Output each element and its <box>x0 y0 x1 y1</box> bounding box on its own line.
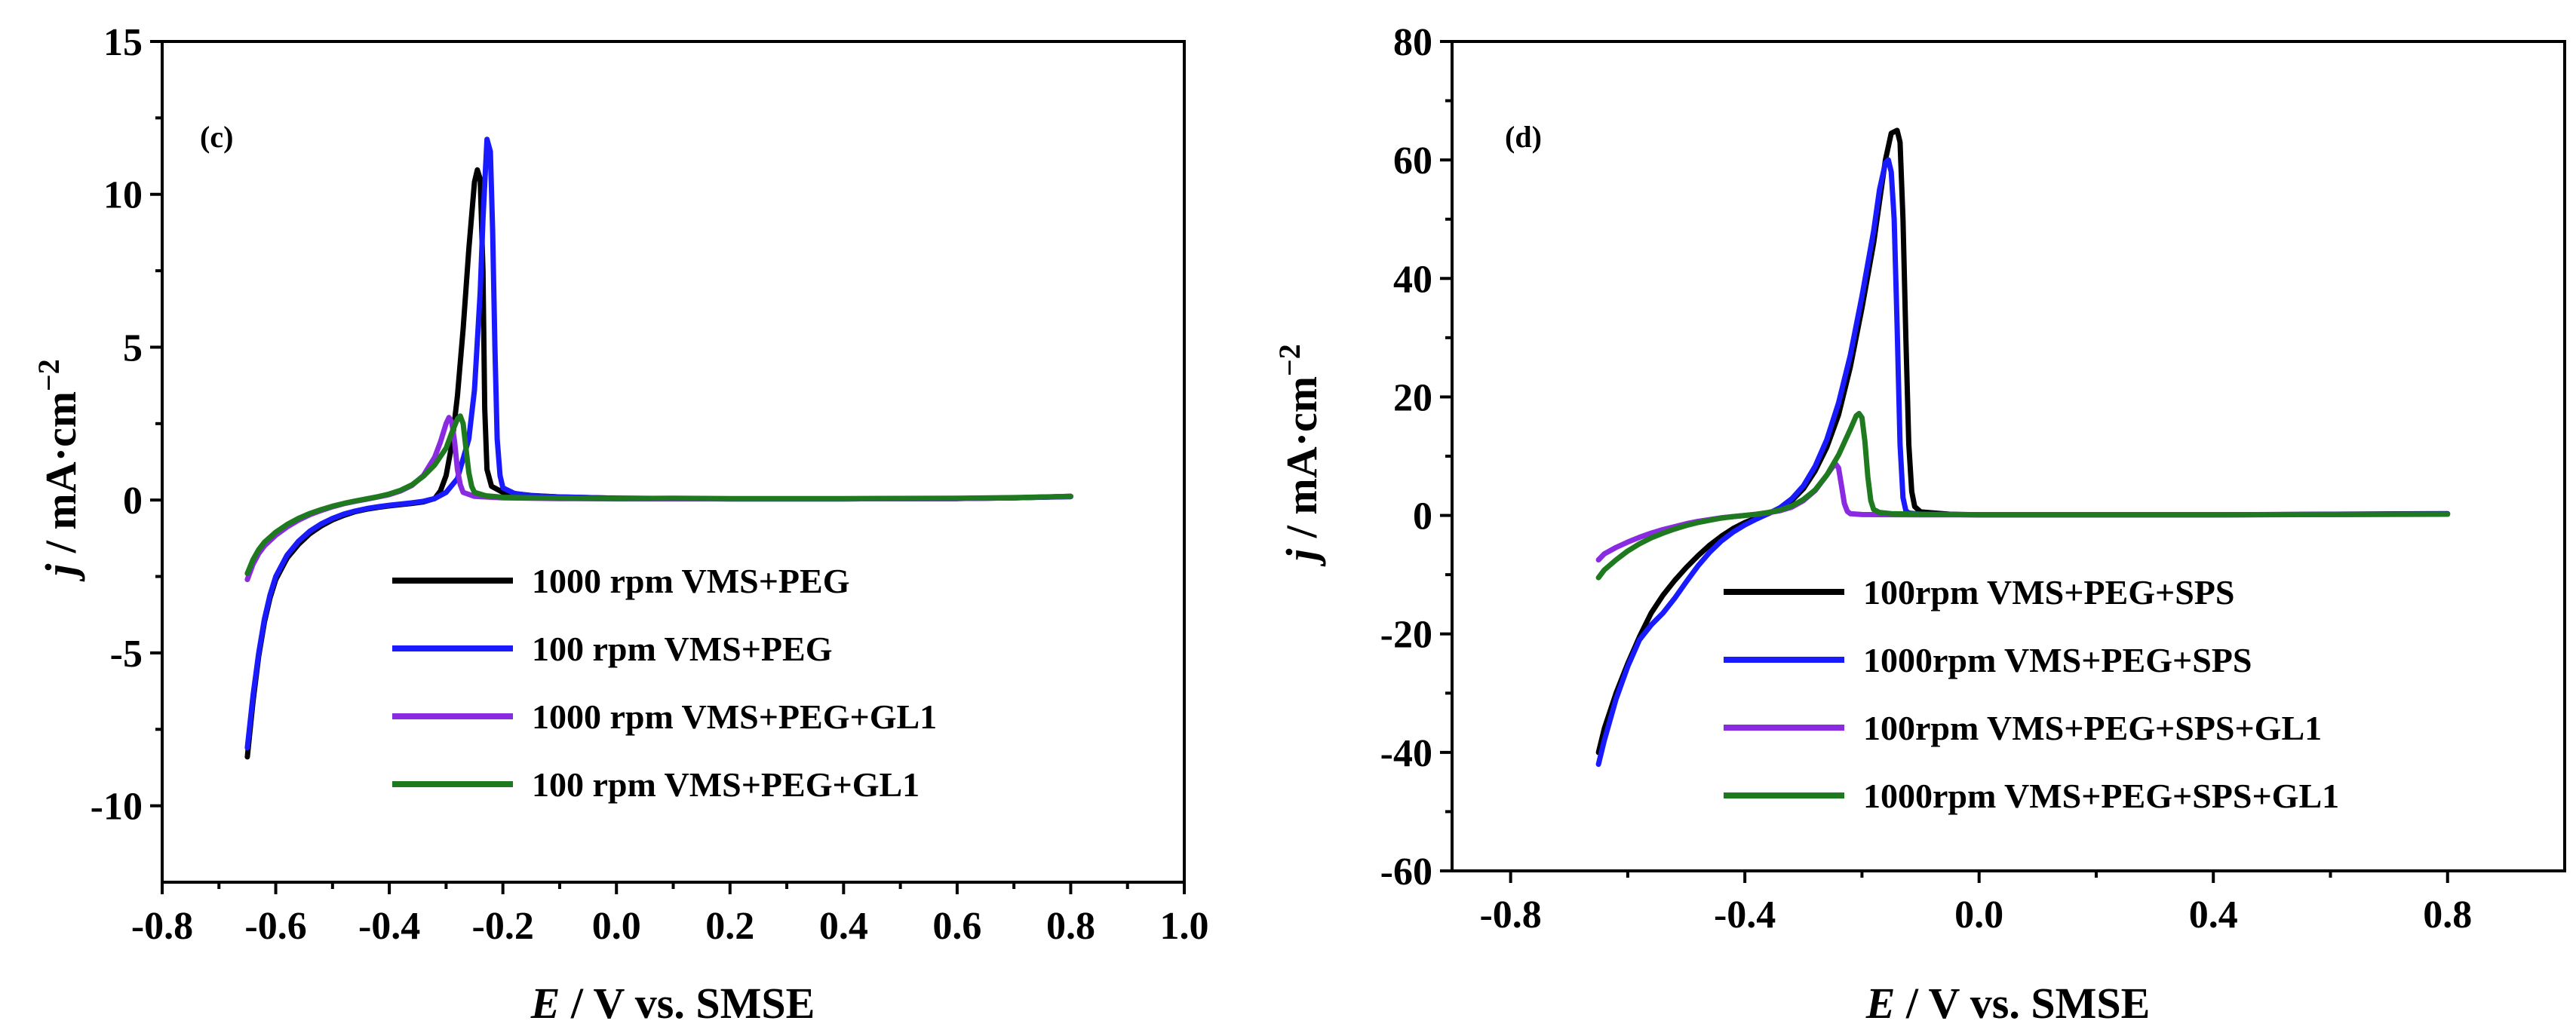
y-tick-label: 20 <box>1393 376 1432 419</box>
chart-panel-c: -0.8 -0.6 -0.4 -0.2 0.0 0.2 0.4 0.6 0.8 1.0 -10 -5 0… <box>32 21 1209 1028</box>
x-tick-label: 0.8 <box>2423 894 2472 936</box>
legend-label: 1000 rpm VMS+PEG+GL1 <box>532 697 937 736</box>
series-line-2 <box>1595 157 2451 768</box>
x-tick-label: -0.4 <box>1714 894 1776 936</box>
legend-label: 1000rpm VMS+PEG+SPS <box>1863 641 2252 679</box>
panel-label: (d) <box>1505 120 1542 154</box>
x-tick-label: 0.2 <box>705 905 754 948</box>
y-tick-label: -20 <box>1380 614 1432 657</box>
x-tick-label: 0.4 <box>819 905 868 948</box>
x-axis-title: E / V vs. SMSE <box>1865 979 2151 1028</box>
x-tick-label: 0.4 <box>2189 894 2238 936</box>
tick-layer <box>150 40 1186 894</box>
legend-label: 100rpm VMS+PEG+SPS+GL1 <box>1863 709 2322 747</box>
y-axis-title: j / mA·cm−2 <box>32 359 86 582</box>
x-axis-title-unit: / V vs. SMSE <box>560 979 815 1028</box>
tick-layer <box>1440 40 2449 883</box>
legend-label: 100rpm VMS+PEG+SPS <box>1863 573 2234 612</box>
y-tick-label: 0 <box>123 480 143 523</box>
x-axis-title-symbol: E <box>1865 979 1896 1028</box>
y-tick-label: -60 <box>1380 851 1432 894</box>
y-axis-title-exponent: −2 <box>32 359 66 391</box>
y-tick-label: 5 <box>123 326 143 369</box>
legend-label: 100 rpm VMS+PEG <box>532 630 832 668</box>
legend: 1000 rpm VMS+PEG 100 rpm VMS+PEG 1000 rpm … <box>392 562 937 804</box>
legend-label: 1000 rpm VMS+PEG <box>532 562 849 600</box>
y-tick-label: 15 <box>103 21 143 64</box>
x-tick-label: -0.4 <box>358 905 420 948</box>
x-tick-label: 0.6 <box>932 905 981 948</box>
y-tick-label: 80 <box>1393 21 1432 64</box>
series-layer <box>1595 127 2451 768</box>
x-tick-label: -0.8 <box>1479 894 1541 936</box>
x-tick-label: -0.8 <box>131 905 193 948</box>
y-axis-title-unit: / mA·cm <box>36 391 85 564</box>
panel-label: (c) <box>200 120 233 154</box>
y-axis-title-exponent: −2 <box>1273 344 1306 376</box>
x-axis-title: E / V vs. SMSE <box>530 979 815 1028</box>
x-tick-label: 0.0 <box>1954 894 2003 936</box>
y-axis-title: j / mA·cm−2 <box>1273 344 1327 567</box>
y-tick-label: -40 <box>1380 732 1432 775</box>
y-tick-label: 0 <box>1413 495 1432 538</box>
x-tick-label: -0.2 <box>472 905 534 948</box>
x-tick-label: 0.8 <box>1046 905 1095 948</box>
y-tick-label: 10 <box>103 174 143 217</box>
x-tick-label: 0.0 <box>592 905 641 948</box>
legend-label: 1000rpm VMS+PEG+SPS+GL1 <box>1863 777 2339 815</box>
series-line-4 <box>244 413 1073 576</box>
x-tick-label: -0.6 <box>244 905 306 948</box>
x-axis-title-symbol: E <box>530 979 560 1028</box>
tick-label-layer: -0.8 -0.4 0.0 0.4 0.8 -60 -40 -20 0 20 40 60 80 <box>1380 21 2473 936</box>
legend: 100rpm VMS+PEG+SPS 1000rpm VMS+PEG+SPS 100… <box>1724 573 2339 815</box>
tick-label-layer: -0.8 -0.6 -0.4 -0.2 0.0 0.2 0.4 0.6 0.8 1.0 -10 -5 0… <box>91 21 1209 948</box>
y-tick-label: -10 <box>91 786 143 829</box>
series-line-4 <box>1595 410 2451 581</box>
y-tick-label: -5 <box>110 633 143 676</box>
series-layer <box>244 136 1073 760</box>
x-axis-title-unit: / V vs. SMSE <box>1895 979 2150 1028</box>
y-axis-title-unit: / mA·cm <box>1277 376 1326 549</box>
y-tick-label: 60 <box>1393 139 1432 182</box>
y-tick-label: 40 <box>1393 258 1432 301</box>
x-tick-label: 1.0 <box>1160 905 1209 948</box>
legend-label: 100 rpm VMS+PEG+GL1 <box>532 765 920 804</box>
